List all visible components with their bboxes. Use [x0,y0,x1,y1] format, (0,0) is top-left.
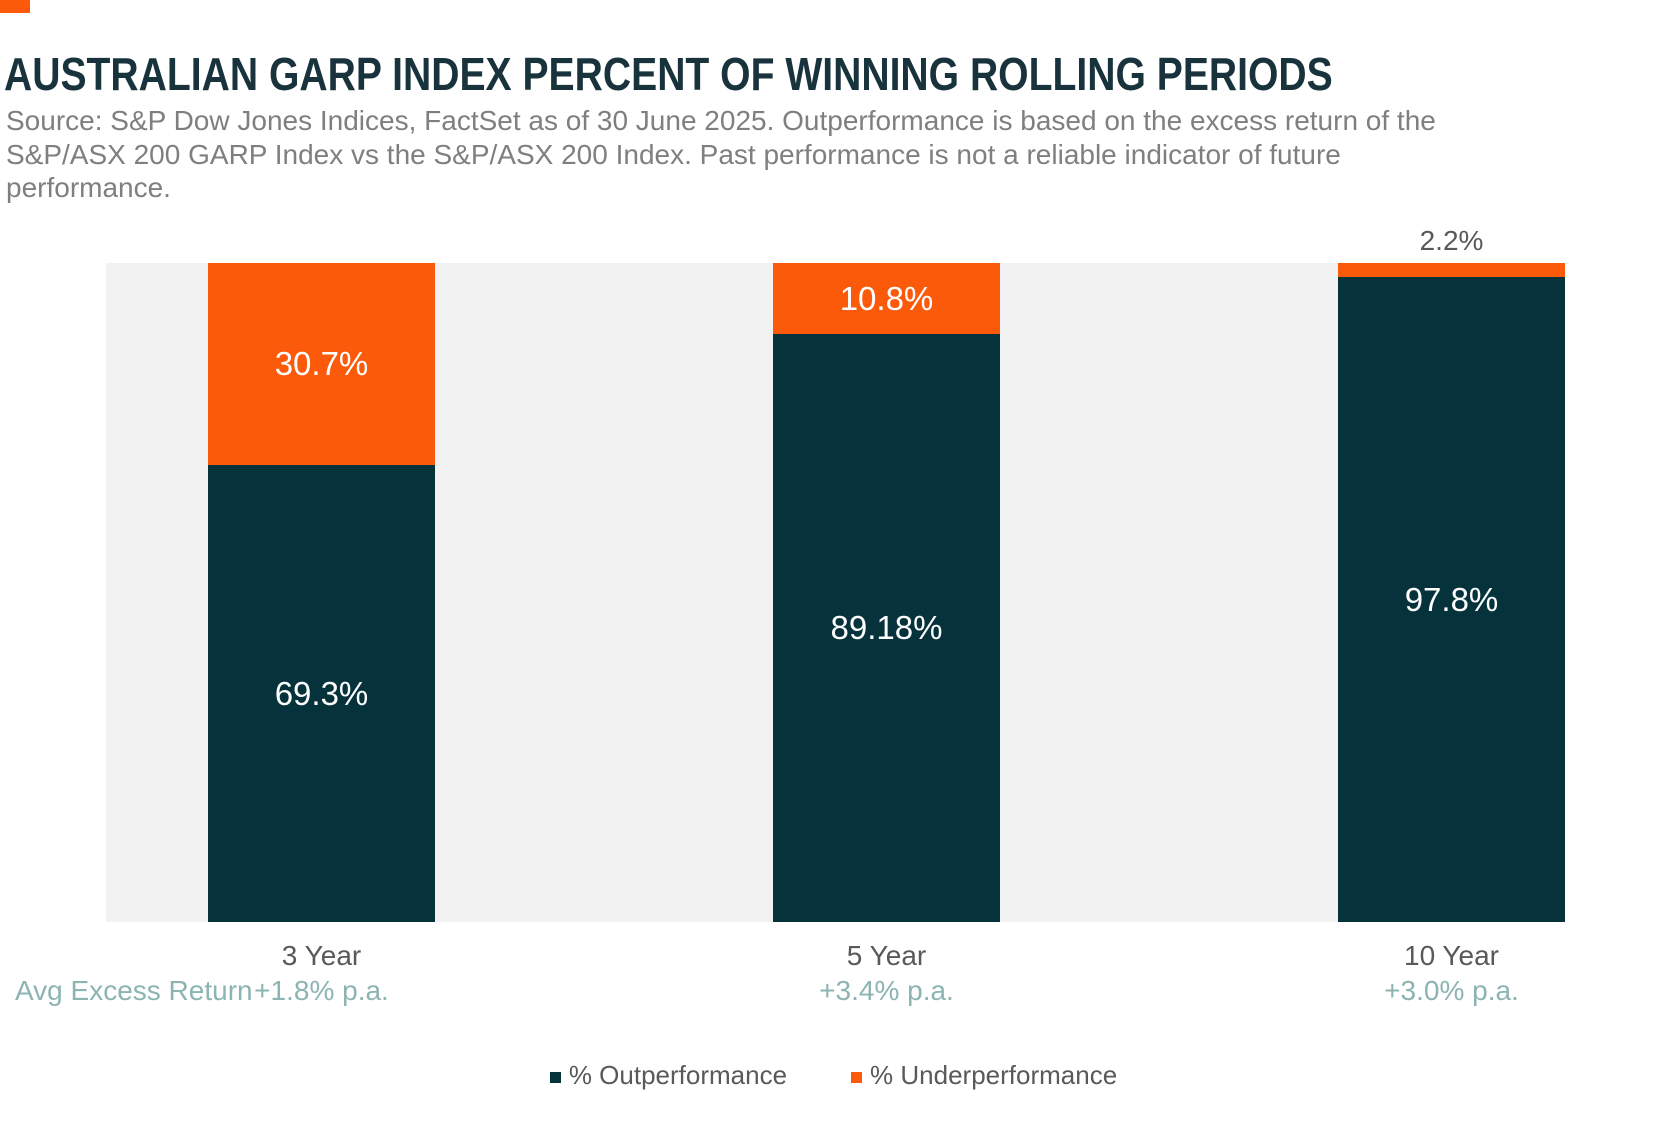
category-label-10-year: 10 Year [1404,940,1499,971]
bar-5-year: 10.8% 89.18% [773,263,1000,922]
avg-excess-return-value-10-year: +3.0% p.a. [1384,975,1519,1006]
bar-3-year: 30.7% 69.3% [208,263,435,922]
segment-underperformance-3-year: 30.7% [208,263,435,466]
avg-excess-return-value-3-year: +1.8% p.a. [254,975,389,1006]
legend-item--underperformance: % Underperformance [851,1060,1117,1091]
legend-label: % Outperformance [568,1060,788,1090]
avg-excess-return-value-5-year: +3.4% p.a. [819,975,954,1006]
outperformance-value-label: 69.3% [274,674,369,712]
source-note: Source: S&P Dow Jones Indices, FactSet a… [6,105,1436,203]
bar-10-year: 97.8% [1338,263,1565,922]
outperformance-value-label: 97.8% [1404,580,1499,618]
legend-swatch-icon [851,1072,863,1083]
brand-corner-mark [0,0,30,13]
category-label-5-year: 5 Year [846,940,927,971]
underperformance-value-label: 10.8% [839,279,934,317]
legend-item--outperformance: % Outperformance [549,1060,788,1091]
underperformance-value-label-outside: 2.2% [1419,225,1484,256]
segment-outperformance-5-year: 89.18% [773,334,1000,922]
outperformance-value-label: 89.18% [830,609,943,647]
legend-label: % Underperformance [870,1060,1118,1090]
legend: % Outperformance % Underperformance [0,1060,1667,1091]
segment-underperformance-5-year: 10.8% [773,263,1000,335]
plot-area: 30.7% 69.3% 10.8% 89.18% 2.2% 97.8% [106,225,1565,922]
avg-excess-return-label: Avg Excess Return [15,975,253,1006]
segment-underperformance-10-year [1338,263,1565,278]
legend-swatch-icon [549,1072,561,1083]
underperformance-value-label: 30.7% [274,345,369,383]
category-label-3-year: 3 Year [281,940,362,971]
segment-outperformance-10-year: 97.8% [1338,277,1565,922]
page-title: AUSTRALIAN GARP INDEX PERCENT OF WINNING… [4,47,1333,100]
segment-outperformance-3-year: 69.3% [208,465,435,922]
